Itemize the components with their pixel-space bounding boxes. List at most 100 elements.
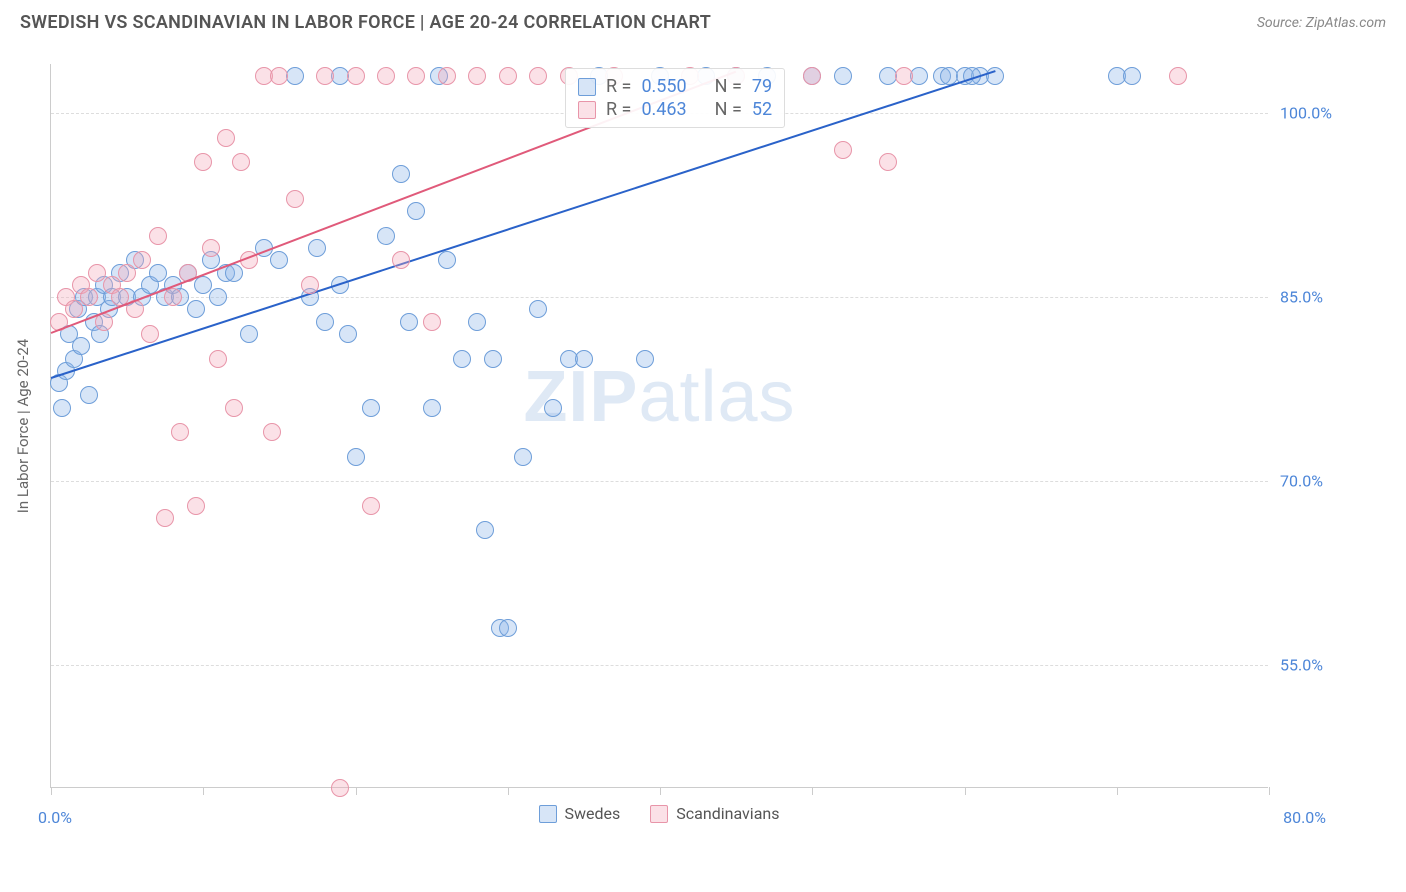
y-tick-label: 55.0%: [1280, 656, 1390, 675]
data-point: [270, 67, 288, 85]
gridline-h: [51, 665, 1268, 666]
data-point: [331, 779, 349, 797]
data-point: [225, 399, 243, 417]
data-point: [362, 399, 380, 417]
x-tick: [965, 787, 966, 795]
data-point: [1123, 67, 1141, 85]
data-point: [377, 67, 395, 85]
x-tick: [51, 787, 52, 795]
data-point: [636, 350, 654, 368]
data-point: [895, 67, 913, 85]
data-point: [362, 497, 380, 515]
stats-row: R =0.463N =52: [578, 98, 772, 121]
stat-label-n: N =: [715, 76, 742, 97]
legend-swatch: [650, 805, 668, 823]
data-point: [53, 399, 71, 417]
data-point: [484, 350, 502, 368]
data-point: [529, 300, 547, 318]
x-tick: [812, 787, 813, 795]
data-point: [423, 399, 441, 417]
data-point: [301, 276, 319, 294]
watermark: ZIPatlas: [523, 356, 795, 438]
data-point: [834, 67, 852, 85]
data-point: [347, 448, 365, 466]
data-point: [499, 67, 517, 85]
data-point: [514, 448, 532, 466]
data-point: [133, 251, 151, 269]
trend-line: [51, 70, 996, 379]
x-tick: [508, 787, 509, 795]
data-point: [156, 509, 174, 527]
data-point: [80, 386, 98, 404]
legend-label: Scandinavians: [676, 804, 779, 823]
data-point: [164, 288, 182, 306]
data-point: [141, 325, 159, 343]
data-point: [118, 264, 136, 282]
data-point: [339, 325, 357, 343]
legend-item: Swedes: [539, 804, 621, 823]
data-point: [80, 288, 98, 306]
chart-title: SWEDISH VS SCANDINAVIAN IN LABOR FORCE |…: [20, 12, 711, 33]
data-point: [986, 67, 1004, 85]
data-point: [187, 497, 205, 515]
y-tick-label: 100.0%: [1280, 104, 1390, 123]
data-point: [392, 251, 410, 269]
data-point: [194, 153, 212, 171]
stat-value-n: 52: [752, 99, 772, 120]
x-tick: [203, 787, 204, 795]
chart-container: In Labor Force | Age 20-24 ZIPatlas 55.0…: [0, 50, 1406, 892]
data-point: [270, 251, 288, 269]
data-point: [392, 165, 410, 183]
data-point: [423, 313, 441, 331]
chart-source: Source: ZipAtlas.com: [1257, 15, 1386, 31]
data-point: [149, 264, 167, 282]
data-point: [194, 276, 212, 294]
legend: Swedes Scandinavians: [50, 804, 1268, 823]
plot-area: ZIPatlas 55.0%70.0%85.0%100.0%R =0.550N …: [50, 64, 1268, 788]
watermark-bold: ZIP: [523, 357, 638, 437]
data-point: [316, 313, 334, 331]
stat-value-n: 79: [752, 76, 772, 97]
data-point: [377, 227, 395, 245]
data-point: [1169, 67, 1187, 85]
data-point: [209, 288, 227, 306]
data-point: [209, 350, 227, 368]
watermark-light: atlas: [638, 357, 795, 437]
data-point: [438, 251, 456, 269]
x-tick: [660, 787, 661, 795]
legend-item: Scandinavians: [650, 804, 779, 823]
data-point: [88, 264, 106, 282]
data-point: [240, 325, 258, 343]
data-point: [499, 619, 517, 637]
stat-value-r: 0.463: [641, 99, 686, 120]
data-point: [544, 399, 562, 417]
x-tick: [1269, 787, 1270, 795]
stat-label-r: R =: [606, 76, 631, 97]
data-point: [316, 67, 334, 85]
data-point: [65, 300, 83, 318]
data-point: [232, 153, 250, 171]
data-point: [400, 313, 418, 331]
legend-label: Swedes: [565, 804, 621, 823]
data-point: [72, 337, 90, 355]
data-point: [217, 129, 235, 147]
legend-swatch: [578, 101, 596, 119]
stat-value-r: 0.550: [641, 76, 686, 97]
data-point: [803, 67, 821, 85]
chart-header: SWEDISH VS SCANDINAVIAN IN LABOR FORCE |…: [0, 0, 1406, 41]
data-point: [171, 423, 189, 441]
data-point: [407, 67, 425, 85]
data-point: [347, 67, 365, 85]
y-tick-label: 85.0%: [1280, 288, 1390, 307]
data-point: [468, 313, 486, 331]
y-tick-label: 70.0%: [1280, 472, 1390, 491]
legend-swatch: [539, 805, 557, 823]
data-point: [529, 67, 547, 85]
data-point: [438, 67, 456, 85]
data-point: [286, 190, 304, 208]
x-tick: [356, 787, 357, 795]
stats-row: R = 0.550 N = 79: [578, 75, 772, 98]
stats-box: R = 0.550 N = 79R =0.463N =52: [565, 68, 785, 128]
data-point: [575, 350, 593, 368]
x-axis-max-label: 80.0%: [1283, 808, 1326, 827]
